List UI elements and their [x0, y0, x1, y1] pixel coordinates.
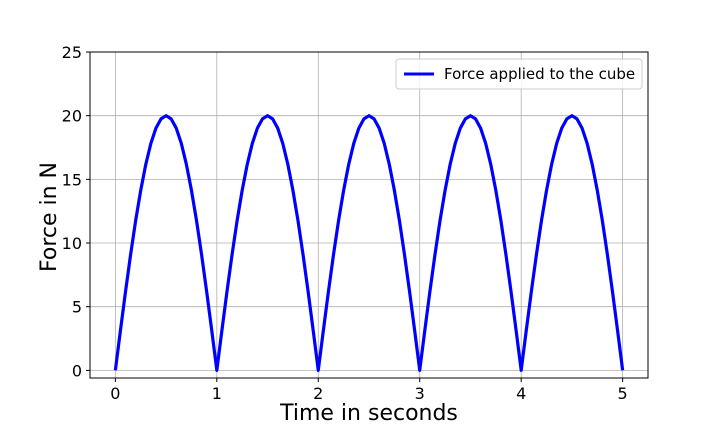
legend: Force applied to the cube [395, 58, 643, 90]
x-tick-label: 3 [415, 384, 425, 403]
y-tick-label: 5 [72, 298, 82, 317]
series-line-force [113, 114, 625, 372]
plot-area-frame [89, 51, 649, 379]
x-axis-ticks: 0 1 2 3 4 5 [110, 378, 628, 403]
x-tick-label: 5 [618, 384, 628, 403]
x-tick-label: 1 [212, 384, 222, 403]
x-tick-label: 4 [516, 384, 526, 403]
series-layer [113, 114, 625, 372]
x-axis-label: Time in seconds [279, 401, 458, 426]
y-tick-label: 25 [62, 43, 82, 62]
y-axis-ticks: 0 5 10 15 20 25 [62, 43, 90, 380]
y-axis-label: Force in N [37, 162, 62, 272]
grid-lines [90, 51, 648, 378]
legend-entry-force: Force applied to the cube [444, 65, 635, 83]
y-tick-label: 0 [72, 361, 82, 380]
x-tick-label: 2 [313, 384, 323, 403]
y-tick-label: 20 [62, 107, 82, 126]
y-tick-label: 10 [62, 234, 82, 253]
y-tick-label: 15 [62, 170, 82, 189]
x-tick-label: 0 [110, 384, 120, 403]
legend-box [395, 58, 643, 90]
